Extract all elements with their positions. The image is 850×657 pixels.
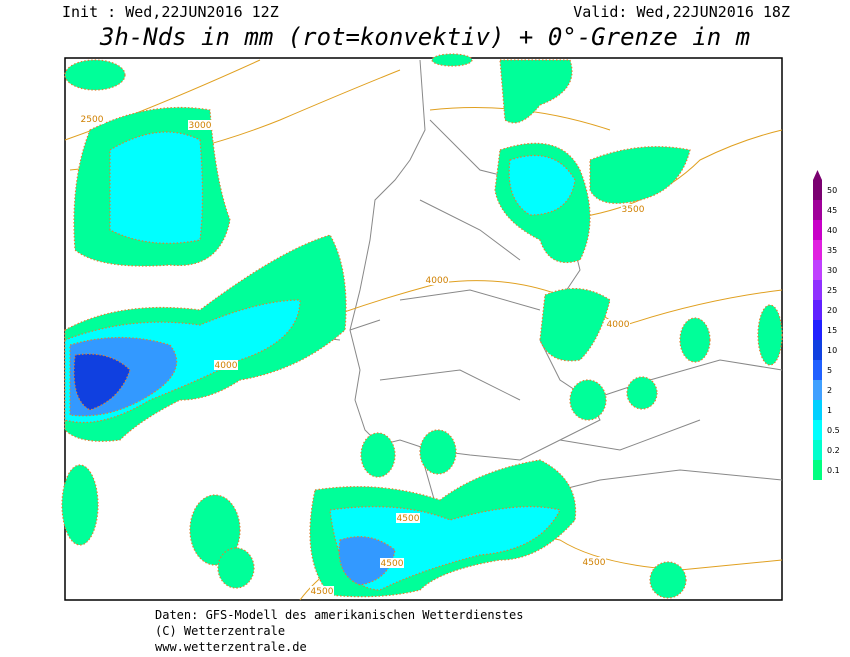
contour-labels: 2500 3000 3500 4000 4000 4000 4500 4500 4500 4500 (80, 114, 645, 597)
colorbar-label: 2 (827, 386, 832, 395)
colorbar-label: 45 (827, 206, 837, 215)
colorbar-swatch (813, 440, 822, 460)
colorbar-label: 40 (827, 226, 837, 235)
contour-label-bg (380, 558, 404, 568)
colorbar-swatch (813, 220, 822, 240)
footer-copyright: (C) Wetterzentrale (155, 624, 285, 638)
colorbar-label: 30 (827, 266, 837, 275)
contour-label: 4500 (397, 514, 420, 524)
valid-text: Valid: Wed,22JUN2016 18Z (573, 3, 790, 21)
colorbar-label: 0.2 (827, 446, 840, 455)
footer-source: Daten: GFS-Modell des amerikanischen Wet… (155, 608, 523, 622)
colorbar-swatch (813, 200, 822, 220)
contour-label-bg (606, 319, 630, 329)
colorbar-swatch (813, 360, 822, 380)
colorbar-swatch (813, 180, 822, 200)
colorbar-swatch (813, 260, 822, 280)
contour-label: 4000 (426, 276, 449, 286)
contour-label-bg (582, 557, 606, 567)
colorbar: 50 45 40 35 30 25 20 15 10 5 2 1 0.5 0.2 0.1 (813, 170, 840, 480)
colorbar-label: 10 (827, 346, 837, 355)
contour-label-bg (188, 120, 212, 130)
footer-url: www.wetterzentrale.de (155, 640, 307, 654)
colorbar-swatch (813, 380, 822, 400)
contour-label-bg (80, 114, 104, 124)
colorbar-label: 5 (827, 366, 832, 375)
contour-label: 4500 (311, 587, 334, 597)
colorbar-swatch (813, 460, 822, 480)
contour-label-bg (310, 586, 334, 596)
colorbar-tip (813, 170, 822, 180)
colorbar-label: 20 (827, 306, 837, 315)
init-text: Init : Wed,22JUN2016 12Z (62, 3, 279, 21)
contour-label: 2500 (81, 115, 104, 125)
contour-label: 4000 (607, 320, 630, 330)
colorbar-swatch (813, 340, 822, 360)
colorbar-swatch (813, 240, 822, 260)
contour-label-bg (621, 204, 645, 214)
colorbar-label: 15 (827, 326, 837, 335)
contour-label: 4500 (381, 559, 404, 569)
colorbar-label: 25 (827, 286, 837, 295)
contour-label-bg (396, 513, 420, 523)
contour-label: 3000 (189, 121, 212, 131)
colorbar-swatch (813, 420, 822, 440)
contour-label: 4000 (215, 361, 238, 371)
colorbar-label: 35 (827, 246, 837, 255)
colorbar-label: 0.1 (827, 466, 840, 475)
colorbar-swatch (813, 300, 822, 320)
contour-label: 4500 (583, 558, 606, 568)
contour-label-bg (425, 275, 449, 285)
precipitation-areas (61, 53, 783, 599)
map-title: 3h-Nds in mm (rot=konvektiv) + 0°-Grenze… (99, 23, 750, 51)
map-area: 2500 3000 3500 4000 4000 4000 4500 4500 4500 4500 (61, 53, 783, 601)
colorbar-label: 0.5 (827, 426, 840, 435)
colorbar-swatch (813, 320, 822, 340)
colorbar-label: 1 (827, 406, 832, 415)
colorbar-label: 50 (827, 186, 837, 195)
colorbar-swatch (813, 400, 822, 420)
colorbar-swatch (813, 280, 822, 300)
contour-label-bg (214, 360, 238, 370)
contour-label: 3500 (622, 205, 645, 215)
